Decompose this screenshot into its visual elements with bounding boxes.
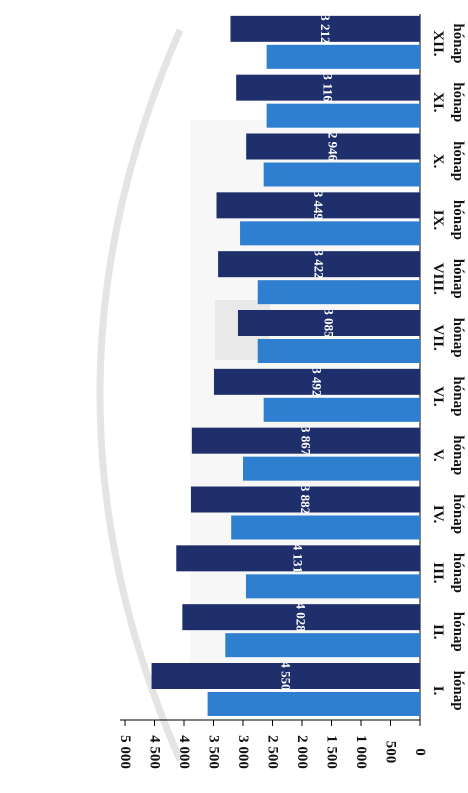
- bar-value-label-month-9: 3 449: [311, 191, 326, 221]
- month-numeral-label-6: VI.: [430, 386, 446, 407]
- value-ticks-layer: 0 500 1 000 1 500 2 000 2 500 3 000 3 500 4 000 4…: [117, 720, 428, 769]
- bar-value-label-month-10: 2 946: [326, 132, 341, 162]
- bar-value-label-month-8: 3 422: [312, 250, 327, 279]
- month-numeral-label-10: X.: [430, 154, 446, 169]
- month-numeral-label-7: VII.: [430, 324, 446, 351]
- value-axis-tick-label-4500: 4 500: [147, 735, 163, 769]
- bar-series-2-month-5: [243, 456, 420, 481]
- bar-series-2-month-8: [257, 280, 420, 305]
- bar-value-label-month-11: 3 116: [321, 73, 336, 102]
- bars-layer: 4 550 4 028 4 131 3 882 3 867 3 492 3 085 3 422…: [151, 14, 421, 716]
- bar-series-2-month-4: [231, 515, 420, 540]
- bar-value-label-month-7: 3 085: [321, 308, 336, 338]
- bar-series-1-month-10: [246, 133, 420, 160]
- month-numeral-label-1: I.: [430, 686, 446, 696]
- month-numeral-label-11: XI.: [430, 92, 446, 113]
- bar-series-1-month-11: [236, 74, 420, 101]
- month-word-label-8: hónap: [450, 259, 466, 299]
- value-axis-tick-label-500: 500: [383, 741, 399, 764]
- bar-value-label-month-5: 3 867: [298, 426, 313, 456]
- month-word-label-1: hónap: [450, 671, 466, 711]
- bar-series-2-month-11: [266, 103, 420, 128]
- bar-series-1-month-8: [218, 251, 420, 278]
- month-word-label-4: hónap: [450, 494, 466, 534]
- month-word-label-7: hónap: [450, 318, 466, 358]
- month-numeral-label-8: VIII.: [430, 263, 446, 295]
- value-axis-tick-label-3500: 3 500: [206, 735, 222, 769]
- bar-series-1-month-2: [182, 604, 420, 631]
- month-word-label-9: hónap: [450, 200, 466, 240]
- bar-value-label-month-2: 4 028: [294, 603, 309, 633]
- bar-series-1-month-6: [213, 368, 420, 395]
- bar-value-label-month-4: 3 882: [298, 485, 313, 514]
- bar-series-1-month-1: [151, 663, 421, 689]
- bar-value-label-month-6: 3 492: [309, 367, 324, 396]
- month-numeral-label-3: III.: [430, 562, 446, 584]
- value-axis-tick-label-4000: 4 000: [176, 735, 192, 769]
- value-axis-tick-label-2000: 2 000: [294, 735, 310, 769]
- month-word-label-3: hónap: [450, 553, 466, 593]
- month-word-label-2: hónap: [450, 612, 466, 652]
- month-numeral-label-9: IX.: [430, 210, 446, 231]
- bar-series-2-month-10: [263, 162, 420, 187]
- decorative-arc: [96, 28, 184, 762]
- bar-value-label-month-1: 4 550: [278, 661, 293, 690]
- value-axis-tick-label-5000: 5 000: [117, 735, 133, 769]
- bar-series-2-month-3: [245, 574, 420, 599]
- bar-series-2-month-12: [266, 44, 420, 69]
- bar-series-2-month-7: [257, 339, 420, 363]
- bar-series-1-month-4: [190, 486, 420, 513]
- bar-series-1-month-5: [191, 427, 420, 454]
- month-word-label-6: hónap: [450, 376, 466, 416]
- month-word-label-12: hónap: [450, 23, 466, 63]
- bar-series-1-month-3: [176, 545, 420, 572]
- month-word-label-10: hónap: [450, 141, 466, 181]
- bar-series-2-month-1: [207, 692, 420, 716]
- bar-value-label-month-3: 4 131: [291, 544, 306, 573]
- bar-series-1-month-12: [230, 15, 420, 42]
- bar-series-1-month-9: [216, 192, 420, 219]
- value-axis-tick-label-3000: 3 000: [235, 735, 251, 769]
- month-word-label-5: hónap: [450, 435, 466, 475]
- value-axis-tick-label-1500: 1 500: [324, 735, 340, 769]
- bar-series-2-month-9: [240, 221, 420, 246]
- value-axis-tick-label-0: 0: [412, 748, 428, 756]
- bar-series-2-month-6: [263, 397, 420, 422]
- bar-series-1-month-7: [237, 310, 420, 336]
- bar-series-2-month-2: [225, 633, 420, 658]
- value-axis-tick-label-2500: 2 500: [265, 735, 281, 769]
- month-numeral-label-2: II.: [430, 624, 446, 640]
- bar-value-label-month-12: 3 212: [318, 14, 333, 43]
- month-numeral-label-12: XII.: [430, 30, 446, 57]
- month-numeral-label-5: V.: [430, 449, 446, 462]
- month-numeral-label-4: IV.: [430, 505, 446, 524]
- value-axis-tick-label-1000: 1 000: [353, 735, 369, 769]
- month-word-label-11: hónap: [450, 82, 466, 122]
